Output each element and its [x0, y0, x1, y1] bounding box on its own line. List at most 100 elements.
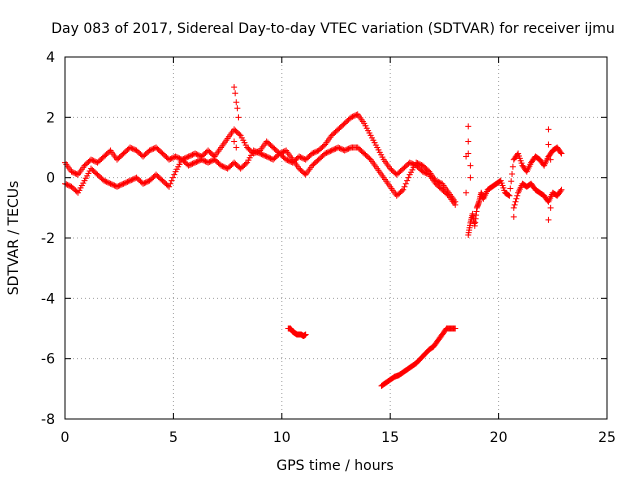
- point-lower-track: [124, 178, 131, 185]
- point-upper-track: [146, 147, 153, 154]
- point-lower-track: [254, 149, 261, 156]
- point-upper-track: [72, 170, 79, 177]
- point-lower-track: [329, 146, 336, 153]
- point-lower-track: [127, 177, 134, 184]
- point-lower-track: [101, 177, 108, 184]
- point-lower-track: [102, 178, 109, 185]
- point-upper-track: [185, 153, 192, 160]
- point-spikes: [233, 144, 240, 151]
- point-lower-track: [168, 177, 175, 184]
- point-lower-track: [132, 175, 139, 182]
- point-lower-track: [115, 183, 122, 190]
- point-upper-track: [168, 155, 175, 162]
- point-lower-track: [65, 182, 72, 189]
- point-lower-track: [263, 153, 270, 160]
- point-spikes: [465, 123, 472, 130]
- point-late-cluster: [558, 150, 565, 157]
- point-upper-track: [301, 155, 308, 162]
- point-lower-track: [192, 159, 199, 166]
- point-lower-track: [171, 171, 178, 178]
- point-lower-track: [186, 161, 193, 168]
- point-lower-track: [342, 146, 349, 153]
- point-lower-track: [114, 183, 121, 190]
- point-upper-track: [296, 153, 303, 160]
- point-lower-track: [123, 179, 130, 186]
- point-lower-track: [324, 149, 331, 156]
- point-spikes: [234, 105, 241, 112]
- point-upper-track: [127, 144, 134, 151]
- point-lower-track: [121, 180, 128, 187]
- point-lower-track: [323, 149, 330, 156]
- point-lower-track: [64, 181, 71, 188]
- point-spikes: [235, 114, 242, 121]
- point-upper-track: [408, 160, 415, 167]
- point-upper-track: [89, 157, 96, 164]
- point-upper-track: [298, 154, 305, 161]
- point-segment-b: [452, 325, 459, 332]
- point-lower-track: [111, 182, 118, 189]
- point-lower-track: [206, 158, 213, 165]
- point-upper-track: [129, 145, 136, 152]
- x-tick-label: 25: [598, 430, 616, 446]
- point-lower-track: [220, 163, 227, 170]
- point-upper-track: [71, 169, 78, 176]
- point-segment-a: [302, 331, 309, 338]
- point-upper-track: [311, 149, 318, 156]
- point-upper-track: [173, 154, 180, 161]
- point-lower-track: [218, 162, 225, 169]
- point-spikes: [510, 213, 517, 220]
- point-spikes: [547, 204, 554, 211]
- point-upper-track: [192, 150, 199, 157]
- chart-title: Day 083 of 2017, Sidereal Day-to-day VTE…: [51, 21, 615, 37]
- point-spikes: [545, 141, 552, 148]
- point-late-cluster: [510, 204, 517, 211]
- point-spikes: [465, 138, 472, 145]
- point-lower-track: [125, 178, 132, 185]
- point-lower-track: [261, 152, 268, 159]
- point-lower-track: [250, 147, 257, 154]
- point-upper-track: [182, 154, 189, 161]
- point-lower-track: [264, 154, 271, 161]
- point-upper-track: [172, 153, 179, 160]
- point-upper-track: [236, 131, 243, 138]
- x-tick-label: 5: [169, 430, 178, 446]
- point-late-cluster: [509, 163, 516, 170]
- point-lower-track: [414, 160, 421, 167]
- point-lower-track: [398, 187, 405, 194]
- point-lower-track: [276, 150, 283, 157]
- point-spikes: [463, 189, 470, 196]
- point-lower-track: [116, 182, 123, 189]
- point-lower-track: [251, 148, 258, 155]
- point-spikes: [232, 90, 239, 97]
- point-upper-track: [106, 148, 113, 155]
- point-lower-track: [262, 152, 269, 159]
- point-lower-track: [259, 151, 266, 158]
- point-upper-track: [353, 111, 360, 118]
- point-upper-track: [93, 158, 100, 165]
- y-tick-label: -8: [41, 412, 55, 428]
- point-upper-track: [88, 156, 95, 163]
- point-lower-track: [201, 157, 208, 164]
- point-upper-track: [313, 148, 320, 155]
- point-lower-track: [346, 145, 353, 152]
- point-lower-track: [301, 170, 308, 177]
- point-lower-track: [401, 183, 408, 190]
- point-lower-track: [335, 144, 342, 151]
- point-late-cluster: [514, 192, 521, 199]
- point-lower-track: [219, 163, 226, 170]
- point-lower-track: [253, 148, 260, 155]
- point-lower-track: [434, 178, 441, 185]
- point-lower-track: [189, 160, 196, 167]
- point-lower-track: [120, 180, 127, 187]
- point-upper-track: [169, 154, 176, 161]
- point-lower-track: [432, 177, 439, 184]
- point-late-cluster: [506, 192, 513, 199]
- point-upper-track: [297, 154, 304, 161]
- point-upper-track: [421, 169, 428, 176]
- axis-ticks: 0 5 10 15 20 25 -8 -6 -4 -2 0 2 4: [41, 50, 616, 446]
- point-lower-track: [223, 165, 230, 172]
- point-spikes: [463, 153, 470, 160]
- point-lower-track: [242, 160, 249, 167]
- point-lower-track: [336, 145, 343, 152]
- point-lower-track: [277, 149, 284, 156]
